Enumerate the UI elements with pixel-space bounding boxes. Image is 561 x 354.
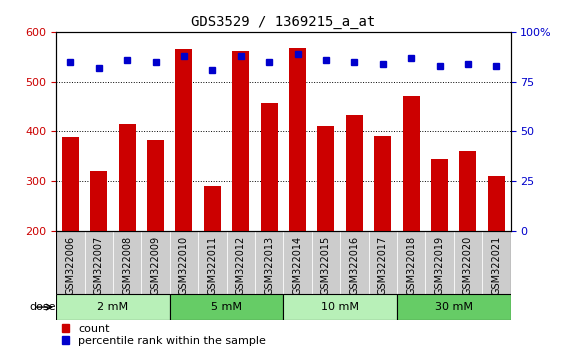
Text: GSM322009: GSM322009 bbox=[150, 236, 160, 295]
Legend: count, percentile rank within the sample: count, percentile rank within the sample bbox=[62, 324, 266, 346]
Bar bbox=[260, 103, 278, 231]
Bar bbox=[255, 231, 283, 295]
Bar bbox=[169, 295, 283, 320]
Bar bbox=[56, 231, 85, 295]
Text: GSM322016: GSM322016 bbox=[350, 236, 359, 295]
Text: GSM322008: GSM322008 bbox=[122, 236, 132, 295]
Text: 5 mM: 5 mM bbox=[211, 302, 242, 312]
Bar bbox=[141, 231, 169, 295]
Text: GSM322007: GSM322007 bbox=[94, 236, 104, 295]
Text: GSM322006: GSM322006 bbox=[65, 236, 75, 295]
Bar bbox=[318, 126, 334, 231]
Text: GSM322019: GSM322019 bbox=[435, 236, 444, 295]
Bar bbox=[85, 231, 113, 295]
Bar bbox=[90, 171, 107, 231]
Bar bbox=[459, 151, 476, 231]
Bar bbox=[403, 96, 420, 231]
Bar bbox=[312, 231, 340, 295]
Text: GSM322010: GSM322010 bbox=[179, 236, 189, 295]
Bar bbox=[113, 231, 141, 295]
Bar bbox=[283, 295, 397, 320]
Bar bbox=[56, 295, 169, 320]
Bar bbox=[488, 176, 505, 231]
Text: GSM322013: GSM322013 bbox=[264, 236, 274, 295]
Bar bbox=[289, 48, 306, 231]
Text: GSM322015: GSM322015 bbox=[321, 236, 331, 295]
Bar bbox=[397, 295, 511, 320]
Bar bbox=[169, 231, 198, 295]
Bar bbox=[198, 231, 227, 295]
Bar bbox=[374, 136, 391, 231]
Bar bbox=[425, 231, 454, 295]
Bar bbox=[369, 231, 397, 295]
Text: 30 mM: 30 mM bbox=[435, 302, 473, 312]
Bar bbox=[454, 231, 482, 295]
Text: GSM322014: GSM322014 bbox=[292, 236, 302, 295]
Bar bbox=[232, 51, 249, 231]
Bar bbox=[62, 137, 79, 231]
Text: GSM322018: GSM322018 bbox=[406, 236, 416, 295]
Title: GDS3529 / 1369215_a_at: GDS3529 / 1369215_a_at bbox=[191, 16, 375, 29]
Bar bbox=[147, 141, 164, 231]
Bar bbox=[482, 231, 511, 295]
Bar bbox=[397, 231, 425, 295]
Text: 2 mM: 2 mM bbox=[98, 302, 128, 312]
Text: GSM322020: GSM322020 bbox=[463, 236, 473, 295]
Bar bbox=[346, 114, 363, 231]
Text: 10 mM: 10 mM bbox=[321, 302, 359, 312]
Text: GSM322011: GSM322011 bbox=[208, 236, 217, 295]
Text: GSM322021: GSM322021 bbox=[491, 236, 502, 295]
Text: GSM322017: GSM322017 bbox=[378, 236, 388, 295]
Bar bbox=[431, 159, 448, 231]
Bar bbox=[227, 231, 255, 295]
Text: dose: dose bbox=[29, 302, 56, 312]
Bar bbox=[118, 125, 136, 231]
Bar bbox=[204, 186, 221, 231]
Bar bbox=[176, 49, 192, 231]
Bar bbox=[340, 231, 369, 295]
Text: GSM322012: GSM322012 bbox=[236, 236, 246, 295]
Bar bbox=[283, 231, 312, 295]
